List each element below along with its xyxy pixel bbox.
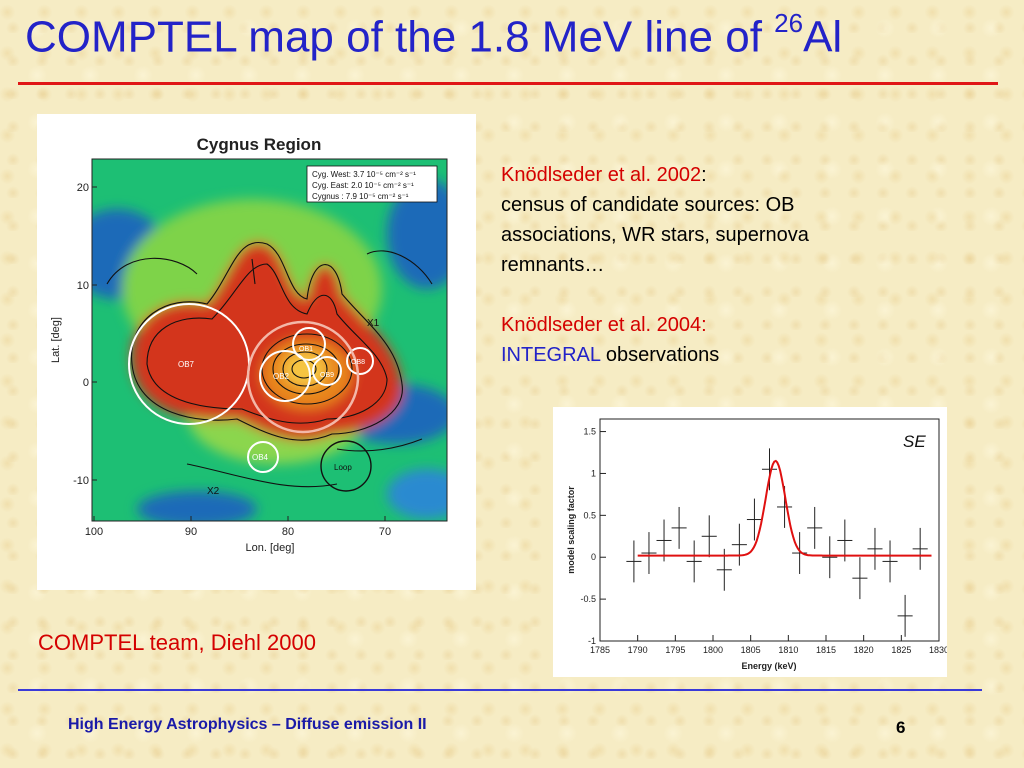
xtick-label: 1800	[703, 645, 723, 655]
reference-2004-author: Knödlseder et al. 2004:	[501, 314, 707, 336]
chart-annotation: SE	[903, 432, 926, 451]
data-point	[701, 515, 717, 558]
xtick-label: 1825	[891, 645, 911, 655]
ytick-20: 20	[77, 182, 89, 194]
ytick-0: 0	[83, 377, 89, 389]
ytick-label: 1	[591, 468, 596, 478]
data-point	[746, 498, 762, 541]
reference-2004-text: observations	[600, 344, 720, 366]
map-xlabel: Lon. [deg]	[246, 542, 295, 554]
credit-text: COMPTEL team, Diehl 2000	[38, 630, 316, 655]
chart-ylabel: model scaling factor	[566, 486, 576, 574]
cygnus-map-panel: Cygnus Region	[37, 114, 476, 590]
xtick-label: 1785	[590, 645, 610, 655]
title-text: COMPTEL map of the 1.8 MeV line of	[25, 12, 775, 62]
map-legend: Cyg. West: 3.7 10⁻⁵ cm⁻² s⁻¹ Cyg. East: …	[306, 165, 438, 203]
title-divider	[18, 82, 998, 85]
footer-divider	[18, 689, 982, 691]
data-point	[852, 557, 868, 600]
map-ylabel: Lat. [deg]	[50, 317, 62, 363]
label-loop: Loop	[334, 463, 352, 472]
reference-2004: Knödlseder et al. 2004: INTEGRAL observat…	[501, 310, 811, 370]
reference-2002-author: Knödlseder et al. 2002	[501, 164, 702, 186]
xtick-label: 1805	[741, 645, 761, 655]
slide-title: COMPTEL map of the 1.8 MeV line of 26Al	[25, 8, 843, 63]
data-point	[897, 594, 913, 637]
reference-2002: Knödlseder et al. 2002: census of candida…	[501, 160, 811, 280]
xtick-label: 1795	[665, 645, 685, 655]
ytick-label: -0.5	[580, 594, 596, 604]
reference-2002-colon: :	[701, 164, 707, 186]
legend-cygnus: Cygnus : 7.9 10⁻⁵ cm⁻² s⁻¹	[312, 192, 409, 201]
label-ob1: OB1	[299, 346, 313, 353]
gaussian-fit-line	[637, 459, 932, 557]
spectrum-chart-panel: SE -1 -0.5 0 0.5 1 1.5 1785 1790 1795 1800 1805 18…	[553, 407, 949, 677]
xtick-label: 1810	[778, 645, 798, 655]
label-ob4: OB4	[252, 453, 269, 462]
page-number: 6	[896, 718, 906, 737]
reference-2004-instrument: INTEGRAL	[501, 344, 601, 366]
xtick-label: 1815	[816, 645, 836, 655]
data-point	[837, 519, 853, 562]
data-point	[761, 448, 778, 491]
xtick-label: 1790	[628, 645, 648, 655]
ytick-10: 10	[77, 280, 89, 292]
footer-text: High Energy Astrophysics – Diffuse emiss…	[68, 716, 427, 733]
map-image: OB7 OB1 OB2 OB9 OB8 OB4 Loop X2 X1	[92, 159, 447, 521]
data-point	[626, 540, 642, 583]
label-ob2: OB2	[273, 372, 290, 381]
data-point	[641, 532, 657, 574]
xtick-80: 80	[282, 526, 294, 538]
reference-2002-text: census of candidate sources: OB associat…	[501, 194, 809, 276]
data-point	[671, 506, 687, 549]
data-point	[686, 540, 702, 583]
cygnus-map: Cygnus Region	[50, 135, 448, 554]
label-ob8: OB8	[351, 359, 365, 366]
ytick-label: 0.5	[583, 510, 596, 520]
xtick-label: 1830	[929, 645, 947, 655]
data-point	[882, 540, 898, 583]
xtick-label: 1820	[854, 645, 874, 655]
ytick-label: 0	[591, 552, 596, 562]
title-element: Al	[803, 12, 843, 62]
label-ob7: OB7	[178, 360, 195, 369]
data-point	[656, 519, 672, 562]
xtick-70: 70	[379, 526, 391, 538]
chart-xlabel: Energy (keV)	[741, 661, 796, 671]
map-title: Cygnus Region	[197, 135, 322, 154]
spectrum-chart: SE -1 -0.5 0 0.5 1 1.5 1785 1790 1795 1800 1805 18…	[566, 418, 949, 671]
ytick-minus10: -10	[73, 475, 89, 487]
title-superscript: 26	[774, 8, 804, 38]
marker-x1: X1	[367, 318, 380, 329]
data-point	[731, 523, 747, 566]
data-point	[912, 527, 928, 570]
data-point	[807, 506, 823, 549]
ytick-label: 1.5	[583, 427, 596, 437]
data-point	[792, 532, 808, 574]
data-point	[822, 536, 838, 579]
legend-cyg-west: Cyg. West: 3.7 10⁻⁵ cm⁻² s⁻¹	[312, 170, 416, 179]
xtick-100: 100	[85, 526, 103, 538]
xtick-90: 90	[185, 526, 197, 538]
legend-cyg-east: Cyg. East: 2.0 10⁻⁵ cm⁻² s⁻¹	[312, 181, 414, 190]
label-ob9: OB9	[320, 372, 334, 379]
marker-x2: X2	[207, 486, 220, 497]
ytick-label: -1	[588, 636, 596, 646]
data-point	[867, 527, 883, 570]
references-text: Knödlseder et al. 2002: census of candida…	[501, 160, 811, 400]
